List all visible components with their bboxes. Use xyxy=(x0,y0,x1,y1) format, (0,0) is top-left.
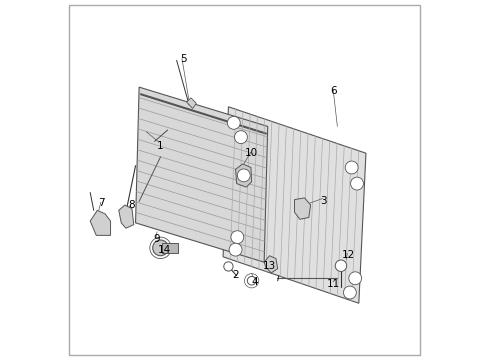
Text: 7: 7 xyxy=(98,198,105,208)
Circle shape xyxy=(247,276,255,285)
Polygon shape xyxy=(186,98,196,109)
Circle shape xyxy=(237,169,250,182)
Text: 11: 11 xyxy=(326,279,340,289)
Text: 10: 10 xyxy=(244,148,258,158)
Circle shape xyxy=(345,161,357,174)
Text: 12: 12 xyxy=(341,250,354,260)
Text: 8: 8 xyxy=(128,200,135,210)
Text: 9: 9 xyxy=(153,234,160,244)
Circle shape xyxy=(343,286,356,299)
Circle shape xyxy=(348,272,361,285)
Circle shape xyxy=(350,177,363,190)
Polygon shape xyxy=(264,256,277,273)
Text: 14: 14 xyxy=(157,245,170,255)
Text: 4: 4 xyxy=(251,277,258,287)
Text: 6: 6 xyxy=(330,86,336,96)
Text: 2: 2 xyxy=(232,270,239,280)
Bar xyxy=(162,243,177,253)
Text: 5: 5 xyxy=(180,54,187,64)
Circle shape xyxy=(230,231,244,244)
Text: 13: 13 xyxy=(263,261,276,271)
Circle shape xyxy=(335,260,346,271)
Circle shape xyxy=(152,240,168,256)
Polygon shape xyxy=(294,198,310,219)
Polygon shape xyxy=(90,210,110,235)
FancyBboxPatch shape xyxy=(69,5,419,355)
Polygon shape xyxy=(119,205,134,228)
Circle shape xyxy=(229,243,242,256)
Polygon shape xyxy=(223,107,365,303)
Polygon shape xyxy=(235,164,251,187)
Text: 3: 3 xyxy=(319,197,325,206)
Circle shape xyxy=(224,262,233,271)
Text: 1: 1 xyxy=(157,141,163,151)
Circle shape xyxy=(227,116,240,129)
Polygon shape xyxy=(135,87,267,262)
Circle shape xyxy=(234,131,247,144)
